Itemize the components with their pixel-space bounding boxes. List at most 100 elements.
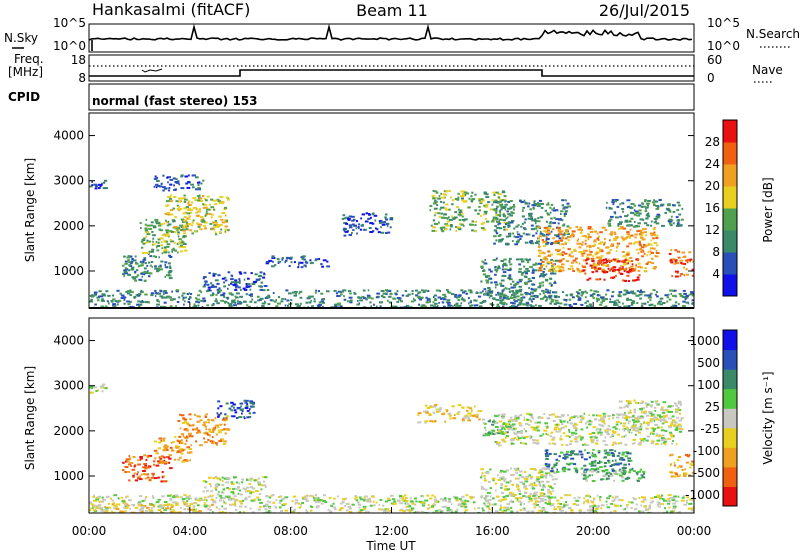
power-pixel: [583, 250, 587, 252]
velocity-pixel: [454, 414, 456, 416]
power-pixel: [261, 282, 264, 284]
velocity-pixel: [505, 437, 507, 439]
power-pixel: [195, 297, 197, 299]
power-pixel: [594, 231, 597, 233]
velocity-pixel: [540, 481, 544, 483]
power-pixel: [460, 210, 462, 212]
power-pixel: [223, 296, 225, 298]
velocity-pixel: [488, 499, 492, 501]
velocity-pixel: [552, 414, 556, 416]
power-pixel: [250, 289, 252, 291]
velocity-pixel: [667, 498, 669, 500]
velocity-pixel: [510, 480, 512, 482]
power-pixel: [595, 252, 598, 254]
velocity-pixel: [159, 438, 163, 440]
velocity-pixel: [557, 503, 559, 505]
power-pixel: [236, 292, 240, 294]
power-pixel: [673, 211, 676, 213]
velocity-pixel: [240, 503, 242, 505]
power-pixel: [444, 194, 447, 196]
velocity-pixel: [635, 508, 638, 510]
power-pixel: [509, 225, 511, 227]
velocity-pixel: [573, 416, 575, 418]
power-pixel: [521, 261, 525, 263]
power-pixel: [652, 201, 656, 203]
power-pixel: [494, 225, 497, 227]
power-pixel: [249, 294, 252, 296]
power-pixel: [511, 294, 514, 296]
velocity-pixel: [392, 498, 395, 500]
velocity-pixel: [646, 509, 648, 511]
power-pixel: [625, 220, 628, 222]
velocity-pixel: [235, 411, 238, 413]
power-pixel: [366, 212, 368, 214]
power-pixel: [542, 281, 545, 283]
power-pixel: [552, 264, 555, 266]
power-pixel: [231, 281, 235, 283]
power-pixel: [415, 290, 418, 292]
power-pixel: [217, 226, 219, 228]
velocity-pixel: [198, 510, 202, 512]
power-pixel: [544, 227, 548, 229]
power-pixel: [318, 290, 320, 292]
power-pixel: [215, 294, 217, 296]
power-pixel: [194, 199, 197, 201]
velocity-pixel: [233, 407, 235, 409]
power-pixel: [640, 232, 644, 234]
power-pixel: [648, 244, 650, 246]
power-pixel: [142, 261, 145, 263]
velocity-pixel: [556, 431, 559, 433]
velocity-pixel: [189, 459, 191, 461]
power-pixel: [552, 237, 555, 239]
power-pixel: [127, 290, 129, 292]
power-pixel: [211, 216, 213, 218]
power-pixel: [179, 225, 182, 227]
power-pixel: [414, 299, 416, 301]
velocity-pixel: [512, 423, 516, 425]
velocity-pixel: [500, 505, 502, 507]
power-pixel: [609, 219, 612, 221]
velocity-pixel: [638, 432, 641, 434]
noise-search-label: N.Search: [746, 27, 800, 41]
power-pixel: [646, 254, 648, 256]
power-pixel: [656, 250, 658, 252]
velocity-pixel: [154, 441, 157, 443]
power-pixel: [589, 245, 592, 247]
velocity-pixel: [190, 509, 193, 511]
velocity-pixel: [641, 496, 643, 498]
power-pixel: [650, 225, 652, 227]
power-pixel: [675, 301, 678, 303]
power-pixel: [351, 232, 353, 234]
power-pixel: [443, 202, 445, 204]
power-pixel: [116, 290, 119, 292]
power-pixel: [421, 297, 424, 299]
power-pixel: [519, 200, 521, 202]
velocity-pixel: [219, 499, 222, 501]
velocity-pixel: [612, 414, 615, 416]
velocity-pixel: [647, 422, 651, 424]
power-pixel: [569, 227, 571, 229]
power-pixel: [470, 195, 472, 197]
power-pixel: [437, 212, 440, 214]
power-pixel: [249, 301, 252, 303]
power-pixel: [601, 260, 604, 262]
power-pixel: [195, 188, 197, 190]
velocity-pixel: [567, 421, 569, 423]
velocity-pixel: [333, 503, 335, 505]
power-pixel: [636, 230, 639, 232]
velocity-pixel: [241, 479, 244, 481]
power-pixel: [543, 292, 545, 294]
power-pixel: [153, 226, 157, 228]
power-pixel: [596, 291, 599, 293]
power-pixel: [438, 302, 440, 304]
power-pixel: [186, 223, 188, 225]
power-pixel: [539, 282, 542, 284]
power-pixel: [173, 208, 175, 210]
power-pixel: [200, 200, 203, 202]
power-pixel: [571, 262, 574, 264]
power-pixel: [604, 229, 607, 231]
power-pixel: [496, 221, 500, 223]
velocity-pixel: [102, 499, 106, 501]
velocity-pixel: [324, 501, 327, 503]
power-pixel: [305, 262, 308, 264]
